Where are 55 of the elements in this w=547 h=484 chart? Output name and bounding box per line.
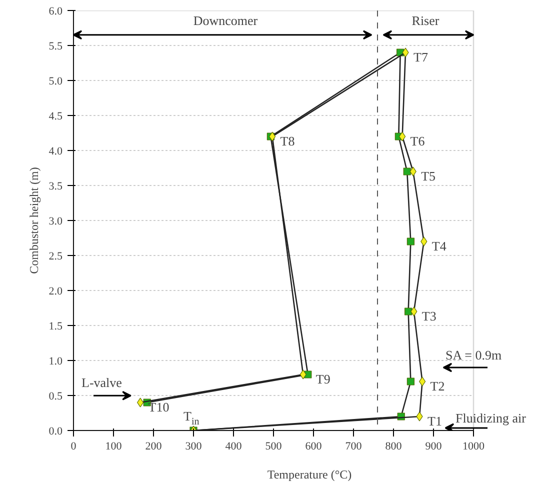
x-tick-label: 800: [385, 440, 402, 452]
annotation: T6: [410, 134, 426, 148]
point: [419, 376, 426, 386]
annotation: T1: [428, 414, 442, 428]
x-tick-label: 1000: [462, 440, 485, 452]
y-tick-label: 6.0: [48, 6, 63, 18]
x-tick-label: 900: [425, 440, 442, 452]
y-axis-title: Combustor height (m): [26, 167, 41, 274]
annotation: T4: [432, 238, 447, 254]
annotation: T2: [430, 378, 445, 394]
annotation: T7: [414, 50, 428, 64]
point: [406, 238, 414, 246]
y-tick-label: 1.0: [48, 356, 63, 368]
x-tick-label: 300: [185, 440, 202, 452]
annotation: T9: [316, 372, 330, 386]
y-tick-label: 1.5: [48, 320, 63, 332]
x-tick-label: 400: [225, 440, 242, 452]
point: [420, 236, 428, 246]
x-tick-label: 700: [345, 440, 362, 452]
x-tick-label: 600: [305, 440, 322, 452]
x-axis-title: Temperature (°C): [267, 468, 352, 482]
x-tick-label: 100: [105, 440, 122, 452]
point: [410, 306, 418, 316]
point: [300, 370, 306, 380]
annotation: T5: [421, 168, 436, 184]
point: [402, 48, 409, 58]
y-tick-label: 0.0: [48, 426, 63, 438]
annotation: L-valve: [82, 374, 122, 390]
annotation: T10: [148, 400, 170, 414]
y-tick-label: 3.0: [48, 216, 63, 228]
x-tick-label: 0: [70, 440, 77, 452]
annotation: Riser: [412, 13, 440, 28]
y-tick-label: 2.5: [48, 250, 63, 262]
y-tick-label: 2.0: [48, 286, 63, 298]
annotation: T8: [280, 134, 295, 148]
point: [403, 168, 411, 176]
point: [269, 132, 276, 142]
point: [399, 132, 406, 142]
y-tick-label: 5.5: [48, 40, 63, 52]
y-tick-label: 4.0: [48, 146, 63, 158]
point: [137, 398, 144, 408]
point: [404, 308, 412, 316]
point: [410, 166, 416, 176]
x-tick-label: 500: [265, 440, 282, 452]
point: [416, 412, 423, 422]
annotation: Fluidizing air: [456, 410, 527, 426]
y-tick-label: 4.5: [48, 110, 63, 122]
y-tick-label: 3.5: [48, 180, 63, 192]
annotation: Downcomer: [193, 13, 258, 28]
annotation: SA = 0.9m: [446, 347, 502, 362]
y-tick-label: 0.5: [48, 390, 63, 402]
x-tick-label: 200: [145, 440, 162, 452]
y-tick-label: 5.0: [48, 76, 63, 88]
point: [406, 378, 414, 386]
annotation: T3: [422, 308, 436, 324]
